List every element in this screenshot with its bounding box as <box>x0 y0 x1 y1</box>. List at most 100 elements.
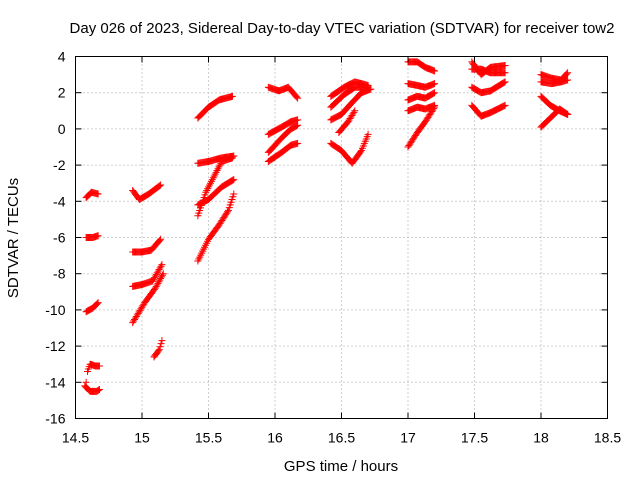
series-s21 <box>327 83 372 111</box>
series-s3 <box>82 299 102 316</box>
data-point-marker <box>206 181 214 189</box>
data-point-marker <box>157 235 165 243</box>
series-s37 <box>537 105 572 131</box>
y-tick-label: -2 <box>53 157 66 173</box>
x-axis-label: GPS time / hours <box>284 458 398 475</box>
data-point-marker <box>156 343 164 351</box>
data-point-marker <box>94 232 102 240</box>
data-point-marker <box>158 261 166 269</box>
data-point-marker <box>224 208 232 216</box>
series-s18 <box>264 121 302 156</box>
data-point-marker <box>564 76 572 84</box>
data-point-marker <box>350 108 358 116</box>
data-point-marker <box>156 182 164 190</box>
data-point-marker <box>158 271 166 279</box>
grid-lines <box>75 56 608 419</box>
data-point-marker <box>294 139 302 147</box>
data-point-marker <box>501 62 509 70</box>
series-s24 <box>335 107 359 137</box>
data-point-marker <box>294 121 302 129</box>
y-tick-label: 2 <box>58 85 66 101</box>
data-point-marker <box>154 279 162 287</box>
data-point-marker <box>364 130 372 138</box>
data-point-marker <box>564 110 572 118</box>
data-point-marker <box>94 299 102 307</box>
data-point-marker <box>210 172 218 180</box>
series-s19 <box>264 139 302 165</box>
data-point-marker <box>154 347 162 355</box>
data-point-marker <box>158 337 166 345</box>
data-point-marker <box>159 270 167 278</box>
series-s23 <box>327 130 372 167</box>
series-s27 <box>404 89 439 104</box>
data-point-marker <box>212 168 220 176</box>
series-s15 <box>194 190 238 265</box>
data-point-marker <box>357 148 365 156</box>
data-point-marker <box>431 103 439 111</box>
series-s6 <box>129 181 165 203</box>
y-tick-label: -6 <box>53 230 66 246</box>
series-s17 <box>264 116 302 138</box>
data-point-marker <box>211 170 219 178</box>
data-point-marker <box>230 190 238 198</box>
data-point-marker <box>203 186 211 194</box>
data-point-marker <box>95 386 103 394</box>
series-s1 <box>82 188 102 202</box>
series-s11 <box>194 92 236 122</box>
series-s10 <box>150 337 166 361</box>
y-axis-tick-labels: -16 -14 -12 -10 -8 -6 -4 -2 0 2 4 <box>45 49 65 427</box>
data-point-marker <box>214 165 222 173</box>
data-point-marker <box>157 262 165 270</box>
data-point-marker <box>562 109 570 117</box>
data-point-marker <box>156 236 164 244</box>
y-tick-label: -8 <box>53 266 66 282</box>
data-point-marker <box>93 300 101 308</box>
data-point-marker <box>156 276 164 284</box>
data-point-marker <box>501 101 509 109</box>
data-point-marker <box>157 181 165 189</box>
x-axis-tick-labels: 14.5 15 15.5 16 16.5 17 17.5 18 18.5 <box>62 430 621 446</box>
data-point-marker <box>155 346 163 354</box>
series-s4 <box>82 360 103 386</box>
data-point-marker <box>500 78 508 86</box>
data-point-marker <box>204 185 212 193</box>
data-point-marker <box>351 107 359 115</box>
data-point-marker <box>230 176 238 184</box>
series-s29 <box>404 103 439 151</box>
x-tick-label: 18.5 <box>594 430 621 446</box>
data-point-marker <box>501 78 509 86</box>
data-point-marker <box>431 67 439 75</box>
series-s8 <box>129 261 166 290</box>
series-s22 <box>327 85 375 124</box>
data-point-marker <box>153 281 161 289</box>
data-point-marker <box>563 70 571 78</box>
x-tick-label: 16 <box>267 430 283 446</box>
data-point-marker <box>95 362 103 370</box>
y-tick-label: -12 <box>45 338 65 354</box>
data-point-marker <box>215 163 223 171</box>
data-point-marker <box>158 273 166 281</box>
data-marks <box>81 58 572 395</box>
data-point-marker <box>293 122 301 130</box>
series-s9 <box>129 270 167 327</box>
data-point-marker <box>95 386 103 394</box>
data-point-marker <box>213 167 221 175</box>
x-tick-label: 16.5 <box>328 430 355 446</box>
data-point-marker <box>92 300 100 308</box>
data-point-marker <box>155 278 163 286</box>
data-point-marker <box>563 110 571 118</box>
data-point-marker <box>293 93 301 101</box>
data-point-marker <box>216 161 224 169</box>
series-s33 <box>468 101 509 120</box>
x-tick-label: 14.5 <box>62 430 89 446</box>
data-point-marker <box>564 69 572 77</box>
data-point-marker <box>94 387 102 395</box>
y-tick-label: -4 <box>53 193 66 209</box>
data-point-marker <box>501 69 509 77</box>
x-tick-label: 15.5 <box>195 430 222 446</box>
y-tick-label: -16 <box>45 411 65 427</box>
chart-title: Day 026 of 2023, Sidereal Day-to-day VTE… <box>70 20 615 37</box>
data-point-marker <box>367 85 375 93</box>
data-point-marker <box>228 154 236 162</box>
